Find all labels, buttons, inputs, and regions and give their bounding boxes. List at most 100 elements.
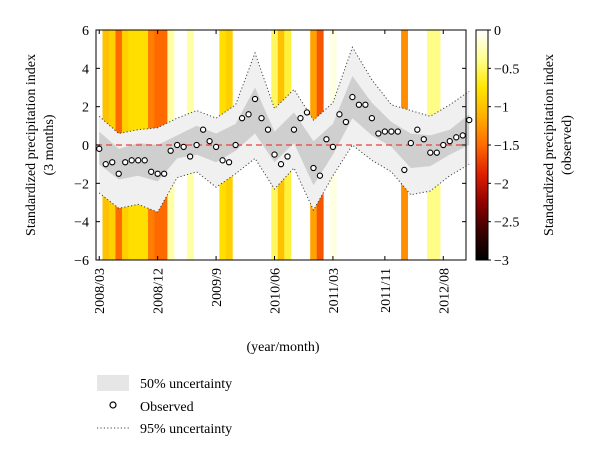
observed-point-2010-06 (271, 151, 278, 158)
y-tick-label: 2 (82, 101, 89, 116)
band-50-fill (99, 76, 470, 186)
observed-point-2009-04 (180, 143, 187, 151)
colorbar-label-line1: Standardized precipitation index (542, 54, 557, 236)
observed-point-2012-03 (407, 139, 414, 147)
x-tick-label: 2011/11 (379, 268, 394, 313)
observed-point-2012-07 (433, 149, 440, 156)
observed-point-2010-08 (284, 153, 291, 160)
y-tick-label: −6 (74, 254, 89, 269)
observed-point-2008-06 (115, 170, 122, 177)
x-ticks: 2008/03 2008/12 2009/9 2010/06 2011/03 2011/1… (93, 30, 452, 314)
observed-point-2010-03 (251, 95, 259, 103)
band-95-upper-line (98, 46, 470, 135)
observed-point-2012-04 (414, 126, 421, 133)
y-tick-label: 4 (82, 62, 89, 77)
observed-point-2010-09 (290, 126, 298, 133)
observed-point-2012-05 (420, 136, 427, 143)
observed-point-2012-12 (466, 116, 473, 124)
y-tick-label: 0 (82, 139, 89, 154)
observed-point-2011-04 (336, 111, 343, 118)
observed-point-2009-05 (186, 153, 194, 160)
x-tick-label: 2010/06 (269, 268, 284, 314)
band-95-lower-line (98, 144, 470, 213)
observed-points (96, 93, 473, 179)
colorbar-tick-label: −3 (494, 254, 509, 269)
observed-point-2010-11 (303, 109, 311, 116)
observed-point-2009-02 (167, 147, 174, 154)
observed-point-2010-01 (238, 115, 246, 122)
observed-point-2008-10 (141, 157, 148, 164)
y-axis-label-line2: (3 months) (42, 114, 57, 175)
observed-point-2011-10 (375, 130, 382, 137)
x-axis-label: (year/month) (246, 340, 319, 355)
observed-point-2012-10 (453, 134, 460, 141)
observed-point-2008-07 (122, 159, 129, 166)
observed-point-2011-12 (388, 128, 395, 135)
colorbar-label-line2: (observed) (560, 115, 575, 175)
colorbar-tick-label: −1.5 (494, 139, 519, 154)
observed-point-2011-05 (342, 118, 350, 126)
x-tick-label: 2008/03 (93, 268, 108, 314)
observed-point-2012-02 (401, 166, 408, 174)
observed-point-2011-06 (349, 93, 356, 101)
observed-point-2010-07 (277, 161, 285, 168)
observed-point-2008-09 (135, 157, 142, 164)
observed-point-2010-04 (258, 115, 265, 122)
observed-point-2008-05 (109, 159, 116, 166)
observed-point-2008-08 (128, 157, 135, 164)
observed-point-2009-03 (173, 141, 181, 149)
y-tick-label: 6 (82, 24, 89, 39)
observed-point-2012-01 (394, 128, 401, 135)
observed-point-2011-01 (316, 172, 324, 179)
legend-label-observed: Observed (140, 400, 194, 415)
legend-swatch-50-uncertainty (97, 375, 129, 391)
observed-point-2010-02 (245, 111, 252, 118)
colorbar-gradient (475, 29, 489, 261)
x-tick-label: 2008/12 (152, 268, 167, 314)
observed-point-2008-04 (102, 161, 109, 168)
observed-point-2012-09 (446, 138, 453, 145)
observed-point-2008-12 (154, 170, 161, 177)
colorbar-tick-label: −1 (494, 101, 509, 116)
legend-label-50-uncertainty: 50% uncertainty (140, 377, 232, 392)
observed-point-2009-11 (225, 159, 233, 166)
colorbar-tick-label: 0 (494, 24, 501, 39)
observed-point-2009-07 (199, 126, 207, 133)
observed-point-2009-10 (219, 157, 226, 164)
observed-point-2011-08 (362, 101, 369, 108)
colorbar-tick-label: −2.5 (494, 216, 519, 231)
y-ticks: −6 −4 −2 0 2 4 6 (74, 24, 466, 269)
observed-point-2012-08 (440, 141, 447, 149)
x-tick-label: 2012/08 (437, 268, 452, 314)
observed-point-2009-08 (206, 138, 213, 145)
legend-marker-observed (109, 401, 117, 409)
observed-point-2012-11 (459, 132, 466, 139)
legend-label-95-uncertainty: 95% uncertainty (140, 422, 232, 437)
colorbar-ticks: 0 −0.5 −1 −1.5 −2 −2.5 −3 (488, 24, 519, 269)
observed-point-2012-06 (427, 149, 434, 156)
observed-point-2008-11 (148, 168, 155, 175)
observed-point-2011-02 (323, 136, 330, 143)
observed-point-2011-07 (355, 101, 363, 108)
y-tick-label: −4 (74, 216, 89, 231)
observed-point-2010-12 (310, 164, 317, 172)
observed-point-2009-06 (193, 141, 200, 149)
x-tick-label: 2009/9 (210, 268, 225, 307)
observed-point-2009-09 (212, 143, 220, 151)
colorbar: 0 −0.5 −1 −1.5 −2 −2.5 −3 Standardized precipi… (475, 24, 575, 269)
observed-point-2010-05 (264, 126, 272, 133)
colorbar-tick-label: −2 (494, 177, 509, 192)
y-tick-label: −2 (74, 177, 89, 192)
observed-point-2011-09 (368, 115, 376, 122)
observed-point-2010-10 (297, 115, 304, 122)
legend: 50% uncertainty Observed 95% uncertainty (97, 375, 232, 437)
observed-point-2011-03 (329, 143, 337, 151)
observed-point-2009-12 (232, 141, 239, 149)
observed-point-2008-03 (96, 145, 103, 152)
x-tick-label: 2011/03 (327, 268, 342, 313)
y-axis-label-line1: Standardized precipitation index (24, 54, 39, 236)
observed-point-2009-01 (161, 170, 168, 177)
observed-point-2011-11 (381, 128, 389, 135)
